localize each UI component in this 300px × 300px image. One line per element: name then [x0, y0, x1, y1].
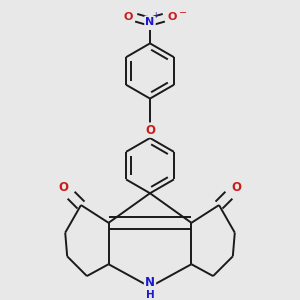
Text: O: O [58, 181, 68, 194]
Text: H: H [146, 290, 154, 300]
Text: O: O [124, 12, 133, 22]
Text: N: N [145, 277, 155, 290]
Text: O: O [145, 124, 155, 136]
Text: N: N [146, 17, 154, 27]
Text: O: O [232, 181, 242, 194]
Text: −: − [179, 8, 188, 18]
Text: +: + [152, 11, 158, 20]
Text: O: O [167, 12, 176, 22]
